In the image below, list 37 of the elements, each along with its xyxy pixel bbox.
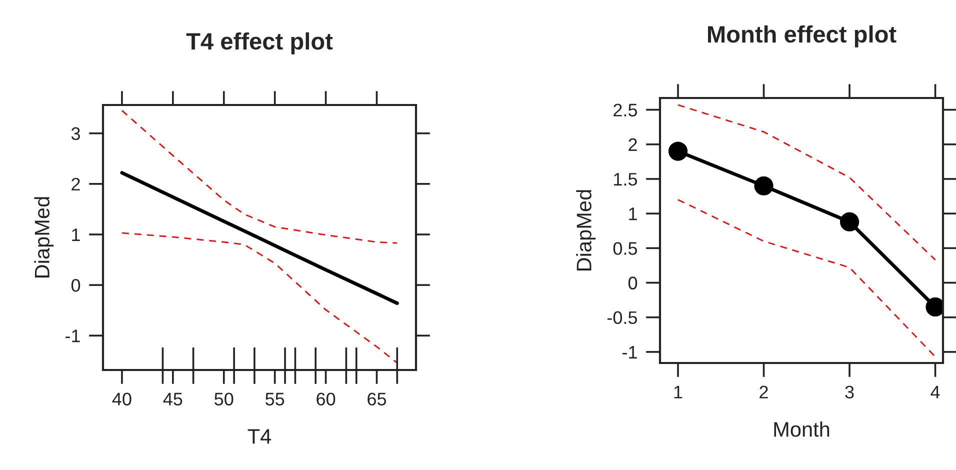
x-tick-label: 50 (214, 392, 234, 406)
y-tick-label: -0.5 (607, 311, 638, 324)
x-tick-label: 60 (316, 392, 336, 406)
y-tick-label: 3 (71, 127, 80, 140)
line-series (677, 199, 936, 358)
line-series (121, 232, 398, 364)
y-tick-label: 2 (72, 178, 80, 190)
x-tick-label: 40 (112, 392, 132, 406)
x-tick-label: 2 (760, 386, 768, 398)
y-tick-label: 0 (628, 276, 638, 290)
y-tick-label: -1 (66, 330, 80, 342)
point (840, 212, 860, 232)
x-axis-title: T4 (248, 429, 272, 444)
y-tick-label: -1 (622, 346, 637, 358)
y-axis-title: DiapMed (34, 197, 54, 278)
line-series (120, 171, 399, 305)
x-tick-label: 65 (368, 392, 386, 406)
line-series (121, 110, 398, 244)
y-tick-label: 1 (629, 208, 637, 220)
x-tick-label: 3 (845, 386, 854, 398)
y-tick-label: 0 (71, 278, 80, 292)
x-tick-label: 55 (266, 392, 284, 406)
y-tick-label: 2.5 (614, 104, 638, 116)
chart-title: Month effect plot (708, 25, 896, 48)
y-tick-label: 1 (72, 228, 80, 242)
x-tick-label: 4 (930, 386, 940, 398)
x-tick-label: 45 (163, 392, 182, 406)
chart-title: T4 effect plot (186, 32, 333, 54)
y-tick-label: 1.5 (614, 173, 638, 186)
y-tick-label: 0.5 (613, 242, 638, 255)
line-series (677, 104, 936, 261)
point (754, 176, 774, 196)
x-tick-label: 1 (674, 386, 682, 398)
point (668, 142, 688, 161)
y-axis-title: DiapMed (576, 190, 596, 270)
y-tick-label: 2 (628, 138, 637, 151)
x-axis-title: Month (774, 422, 830, 437)
